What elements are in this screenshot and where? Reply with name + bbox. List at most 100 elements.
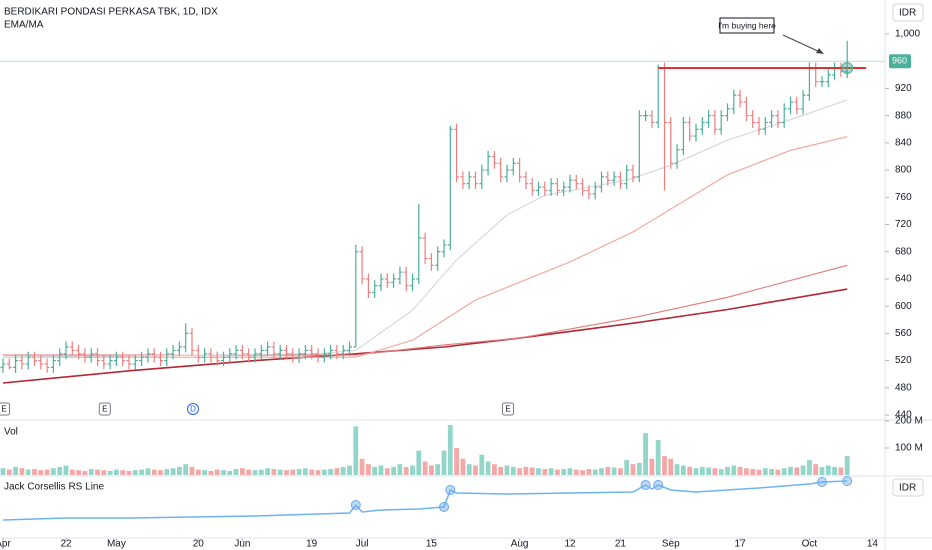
volume-bar [252, 470, 258, 475]
volume-bar [807, 460, 812, 475]
volume-bar [454, 448, 459, 475]
volume-bar [832, 466, 837, 475]
volume-bar [88, 469, 94, 475]
indicator-label: EMA/MA [4, 20, 44, 31]
volume-title: Vol [4, 427, 18, 438]
volume-bar [422, 461, 428, 475]
currency-box[interactable] [892, 3, 924, 22]
volume-bar [164, 469, 170, 475]
x-tick-label: Jun [234, 539, 250, 550]
volume-bar [548, 468, 554, 475]
x-tick-label: 19 [306, 539, 318, 550]
volume-bar [712, 468, 718, 475]
volume-bar [347, 465, 352, 475]
volume-bar [25, 469, 31, 475]
rs-line [2, 480, 848, 521]
x-tick-label: 14 [867, 539, 879, 550]
volume-bar [699, 466, 705, 475]
x-tick-label: 17 [735, 539, 747, 550]
volume-bar [655, 439, 661, 475]
volume-bar [775, 469, 781, 475]
rs-title: Jack Corsellis RS Line [4, 482, 104, 493]
currency-label[interactable]: IDR [899, 8, 916, 19]
volume-bar [410, 465, 415, 475]
volume-bar [57, 466, 63, 475]
event-label: E [102, 405, 107, 414]
y-tick-label: 600 [895, 301, 912, 312]
volume-bar [183, 464, 189, 475]
annotation-text: I'm buying here [718, 20, 776, 30]
volume-bar [605, 466, 611, 475]
x-tick-label: 22 [60, 539, 72, 550]
x-tick-label: Apr [0, 539, 11, 550]
rs-highlight [653, 480, 664, 490]
volume-bar [151, 469, 157, 475]
volume-bar [366, 464, 371, 475]
volume-bar [744, 468, 749, 475]
volume-bar [435, 464, 441, 475]
y-tick-label: 880 [895, 110, 912, 121]
volume-bar [706, 467, 711, 475]
volume-bar [126, 470, 132, 475]
volume-bar [95, 469, 100, 475]
moving-average [3, 264, 848, 356]
volume-bar [693, 468, 699, 475]
volume-bar [504, 465, 510, 475]
y-tick-label: 920 [895, 83, 912, 94]
volume-bar [687, 466, 693, 475]
volume-bar [353, 426, 359, 475]
volume-bar [32, 469, 37, 475]
volume-bar [208, 470, 214, 475]
moving-average [2, 99, 848, 358]
moving-average [2, 288, 848, 384]
volume-bar [6, 469, 12, 475]
volume-bar [611, 467, 617, 475]
volume-bar [284, 470, 289, 475]
volume-bar [750, 469, 756, 475]
volume-bar [555, 469, 560, 475]
volume-bar [290, 469, 296, 475]
volume-bar [195, 469, 201, 475]
volume-bar [624, 460, 630, 475]
volume-bar [177, 466, 182, 475]
annotation-arrowhead [816, 48, 824, 54]
volume-bar [580, 470, 585, 475]
last-price-label: 960 [892, 56, 907, 66]
volume-bar [756, 469, 762, 475]
volume-bar [529, 467, 535, 475]
volume-bar [800, 465, 806, 475]
y-tick-label: 560 [895, 328, 912, 339]
currency-box[interactable] [892, 478, 924, 497]
volume-bar [114, 469, 119, 475]
volume-bar [403, 466, 409, 475]
volume-bar [202, 470, 207, 475]
volume-bar [460, 458, 466, 475]
volume-bar [303, 468, 308, 475]
volume-bar [309, 469, 315, 475]
volume-bar [321, 469, 327, 475]
x-tick-label: 15 [426, 539, 438, 550]
x-tick-label: Jul [356, 539, 369, 550]
volume-bar [19, 468, 25, 475]
currency-label[interactable]: IDR [899, 483, 916, 494]
rs-highlight [817, 477, 827, 487]
volume-bar [233, 469, 239, 475]
rs-highlight [640, 480, 651, 490]
event-marker [98, 402, 111, 416]
volume-bar [536, 468, 541, 475]
volume-bar [725, 466, 730, 475]
volume-bar [101, 470, 107, 475]
volume-bar [69, 469, 75, 475]
volume-bar [258, 469, 264, 475]
volume-bar [662, 456, 667, 475]
rs-highlight [445, 485, 456, 495]
volume-bar [13, 466, 18, 475]
event-marker [502, 402, 514, 416]
volume-bar [668, 458, 674, 475]
volume-bar [277, 469, 283, 475]
volume-bar [265, 468, 270, 475]
x-tick-label: Oct [802, 539, 818, 550]
volume-bar [384, 468, 390, 475]
volume-bar [359, 458, 365, 475]
volume-bar [145, 468, 151, 475]
